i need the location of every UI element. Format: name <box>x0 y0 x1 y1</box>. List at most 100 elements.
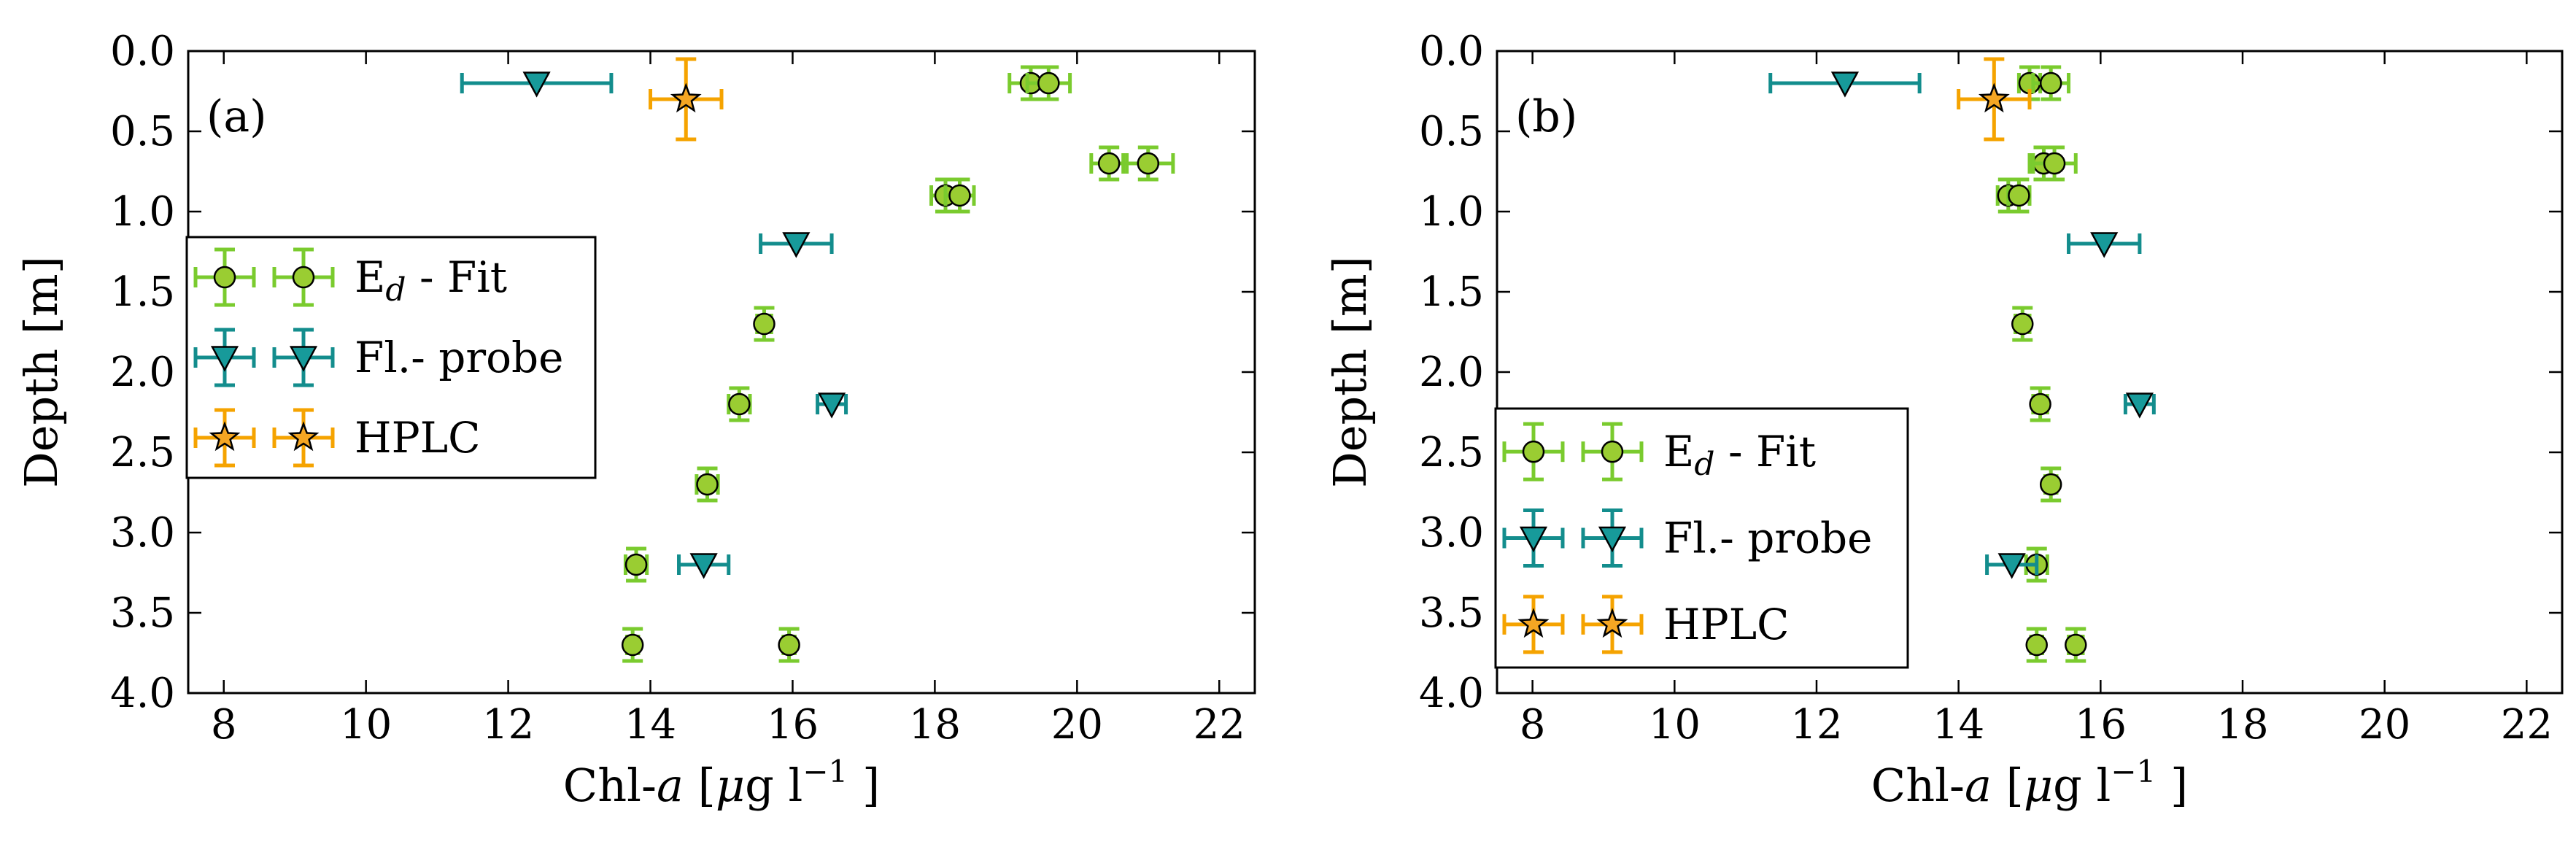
x-tick-label: 18 <box>2216 701 2268 749</box>
series-fl-probe <box>1768 71 2156 579</box>
data-point-triangle-down <box>1830 71 1860 98</box>
legend-label: Fl.- probe <box>355 333 564 382</box>
x-axis-label-bracket: [ <box>1992 759 2024 812</box>
data-point-circle <box>948 184 971 207</box>
legend-marker-star <box>209 421 241 452</box>
series-ed-fit <box>621 65 1175 663</box>
data-point-circle <box>2039 71 2062 95</box>
y-tick-label: 2.0 <box>1419 349 1484 396</box>
y-tick-label: 1.0 <box>110 188 175 236</box>
y-tick-label: 0.5 <box>110 108 175 155</box>
legend-marker-star <box>1517 608 1550 638</box>
x-tick-label: 18 <box>909 701 961 749</box>
y-tick-label: 4.0 <box>1419 670 1484 717</box>
x-axis-label-exponent: −1 <box>2111 754 2156 789</box>
data-point-circle <box>621 633 644 657</box>
legend-marker-triangle-down <box>210 346 239 372</box>
x-axis-label-exponent: −1 <box>802 754 848 789</box>
data-point-triangle-down <box>2090 232 2119 258</box>
legend-label: HPLC <box>1663 600 1790 649</box>
legend-label-main: HPLC <box>1663 600 1790 649</box>
legend-marker-triangle-down <box>1519 526 1548 553</box>
series-hplc <box>649 57 724 142</box>
y-tick-label: 2.5 <box>1419 429 1484 476</box>
y-tick-label: 1.0 <box>1419 188 1484 236</box>
x-axis-label-mu: μ <box>2024 759 2053 812</box>
y-axis-label: Depth [m] <box>15 256 68 488</box>
data-point-triangle-down <box>817 392 846 419</box>
legend-marker-star <box>1596 608 1628 638</box>
data-point-triangle-down <box>782 232 811 258</box>
legend-label-subscript: d <box>1694 446 1714 483</box>
x-tick-label: 8 <box>211 701 237 749</box>
legend-label-rest: - Fit <box>406 252 508 302</box>
data-point-triangle-down <box>1997 553 2026 579</box>
y-axis-label: Depth [m] <box>1323 256 1377 488</box>
x-tick-label: 10 <box>340 701 392 749</box>
x-tick-label: 16 <box>767 701 819 749</box>
data-point-circle <box>778 633 800 657</box>
legend-marker-triangle-down <box>1598 526 1627 553</box>
x-axis-label-suffix: ] <box>2156 759 2188 812</box>
legend-label-main: HPLC <box>355 413 481 463</box>
panel-label: (a) <box>206 91 267 142</box>
data-point-circle <box>2043 152 2066 175</box>
x-axis-label-italic: a <box>657 759 684 812</box>
x-axis-label-unit: g l <box>745 759 802 812</box>
data-point-circle <box>728 392 751 416</box>
x-tick-label: 14 <box>1933 701 1984 749</box>
data-point-circle <box>2025 633 2048 657</box>
legend-label: Ed - Fit <box>1663 427 1816 483</box>
data-point-circle <box>2039 473 2062 496</box>
legend-marker-circle <box>1522 440 1545 463</box>
legend: Ed - Fit Fl.- probe HPLC <box>1494 407 1909 669</box>
legend-label: Ed - Fit <box>355 252 507 309</box>
y-tick-label: 2.5 <box>110 429 175 476</box>
y-tick-label: 1.5 <box>1419 268 1484 316</box>
legend-label-main: E <box>355 252 385 302</box>
series-hplc <box>1957 57 2032 142</box>
legend-label-main: Fl.- probe <box>355 333 564 382</box>
data-point-circle <box>2029 392 2051 416</box>
legend-marker-circle <box>1601 440 1624 463</box>
x-tick-label: 22 <box>1194 701 1245 749</box>
data-point-circle <box>1097 152 1121 175</box>
data-point-circle <box>1137 152 1160 175</box>
x-tick-label: 10 <box>1649 701 1701 749</box>
x-axis-label: Chl-a [μg l−1 ] <box>1871 754 2188 812</box>
data-point-circle <box>2011 312 2034 336</box>
x-axis-label-italic: a <box>1965 759 1992 812</box>
legend-label-main: E <box>1663 427 1694 476</box>
legend-label-rest: - Fit <box>1715 427 1817 476</box>
x-axis-label-unit: g l <box>2053 759 2111 812</box>
y-tick-label: 0.0 <box>1419 28 1484 75</box>
y-tick-label: 0.5 <box>1419 108 1484 155</box>
data-point-circle <box>1037 71 1060 95</box>
data-point-triangle-down <box>2125 392 2154 419</box>
x-axis-label: Chl-a [μg l−1 ] <box>563 754 880 812</box>
data-point-circle <box>2065 633 2087 657</box>
x-tick-label: 22 <box>2501 701 2553 749</box>
data-point-circle <box>2008 184 2030 207</box>
chart-panel-b: 8 10 12 14 16 18 20 22 0.0 0.5 1.0 1.5 2.0 2.5 3.0 3.5 4… <box>1323 28 2564 812</box>
x-axis-label-prefix: Chl- <box>563 759 657 812</box>
x-axis-label-prefix: Chl- <box>1871 759 1965 812</box>
legend-label: Fl.- probe <box>1663 514 1873 563</box>
legend: Ed - Fit Fl.- probe HPLC <box>185 236 597 479</box>
data-point-circle <box>753 312 775 336</box>
x-tick-label: 12 <box>482 701 534 749</box>
x-axis-label-mu: μ <box>716 759 745 812</box>
legend-marker-star <box>287 421 320 452</box>
legend-marker-circle <box>213 266 236 289</box>
y-tick-label: 1.5 <box>110 268 175 316</box>
y-tick-label: 3.5 <box>1419 589 1484 637</box>
x-tick-label: 16 <box>2075 701 2127 749</box>
data-point-triangle-down <box>522 71 551 98</box>
y-tick-label: 4.0 <box>110 670 175 717</box>
data-point-triangle-down <box>689 553 718 579</box>
y-tick-label: 3.0 <box>110 509 175 557</box>
y-tick-label: 3.0 <box>1419 509 1484 557</box>
legend-label-main: Fl.- probe <box>1663 514 1873 563</box>
x-tick-label: 12 <box>1790 701 1842 749</box>
